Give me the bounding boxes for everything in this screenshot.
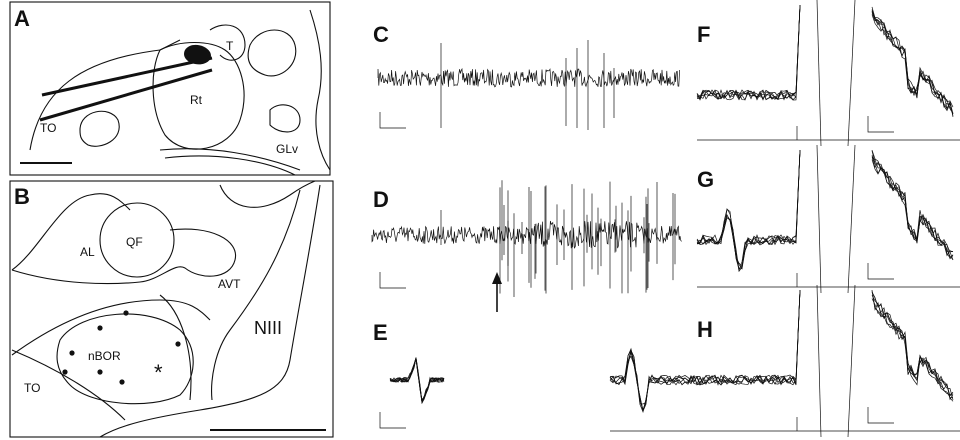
outline	[209, 24, 246, 61]
outline	[11, 228, 237, 285]
sweep	[871, 290, 954, 400]
sweep	[871, 11, 954, 114]
artifact	[816, 144, 822, 294]
electrode	[41, 56, 213, 97]
sweep	[696, 4, 801, 101]
sweep	[871, 290, 954, 398]
outline	[79, 110, 120, 147]
outline	[309, 9, 331, 171]
outline	[269, 104, 301, 133]
sweep	[696, 4, 801, 101]
sweep	[609, 289, 801, 412]
trace	[371, 220, 682, 249]
outline	[99, 184, 321, 438]
region-label: GLv	[276, 142, 298, 156]
scale-bar	[867, 263, 894, 280]
scale-bar	[379, 112, 406, 129]
scale-bar	[379, 272, 406, 289]
sweep	[871, 295, 954, 401]
artifact	[847, 144, 856, 294]
traces	[371, 0, 960, 438]
sweep	[871, 298, 954, 397]
sweep	[696, 4, 801, 101]
panel-b: B AL QF AVT NIII nBOR TO *	[9, 180, 334, 438]
panel-letter: A	[14, 6, 30, 31]
sweep	[871, 14, 954, 114]
waveform	[389, 359, 445, 402]
artifact	[847, 0, 856, 147]
outline	[29, 39, 181, 151]
panel-letter: G	[697, 167, 714, 192]
panel-letter: H	[697, 317, 713, 342]
panel-letter: E	[373, 320, 388, 345]
sweep	[871, 157, 954, 261]
sweep	[696, 4, 801, 101]
outline	[219, 180, 316, 208]
sweep	[871, 149, 954, 260]
panel-letter: C	[373, 22, 389, 47]
outline	[159, 148, 301, 171]
outline	[211, 189, 301, 401]
sweep	[696, 4, 801, 101]
sweep	[871, 156, 954, 259]
sweep	[696, 149, 801, 270]
scale-bar	[379, 412, 406, 429]
region-label: Rt	[190, 93, 203, 107]
region-label: TO	[24, 381, 40, 395]
region-label: NIII	[254, 318, 282, 338]
outline	[152, 42, 245, 150]
region-label: nBOR	[88, 349, 121, 363]
panel-frame	[9, 1, 331, 176]
sweep	[609, 289, 801, 414]
panel-frame	[9, 180, 334, 438]
outline	[164, 155, 296, 176]
outline	[99, 202, 175, 278]
cell-dots	[62, 310, 181, 385]
sweep	[696, 149, 801, 271]
region-label: QF	[126, 235, 143, 249]
outline	[11, 299, 211, 356]
region-label: *	[154, 360, 163, 385]
arrow-head	[492, 272, 502, 284]
region-label: AVT	[218, 277, 241, 291]
outline	[11, 349, 126, 421]
trace	[377, 67, 680, 88]
panel-letter: D	[373, 187, 389, 212]
region-label: T	[226, 39, 234, 53]
scale-bar	[867, 116, 894, 133]
sweep	[871, 291, 954, 396]
sweep	[609, 289, 801, 405]
panel-a: A T Rt TO GLv	[9, 1, 331, 176]
panel-letter: F	[697, 22, 710, 47]
sweep	[696, 149, 801, 267]
outline	[11, 193, 131, 271]
artifact	[816, 0, 822, 147]
scale-bar	[867, 407, 894, 424]
sweep	[609, 289, 801, 412]
sweep	[871, 291, 954, 402]
region-label: AL	[80, 245, 95, 259]
sweep	[696, 4, 801, 101]
artifact	[816, 284, 822, 438]
electrode	[39, 68, 213, 122]
outline	[159, 294, 192, 401]
lesion	[184, 44, 211, 65]
outline	[56, 313, 194, 405]
panel-letter: B	[14, 184, 30, 209]
region-label: TO	[40, 121, 56, 135]
outline	[247, 29, 297, 77]
artifact	[847, 284, 856, 438]
